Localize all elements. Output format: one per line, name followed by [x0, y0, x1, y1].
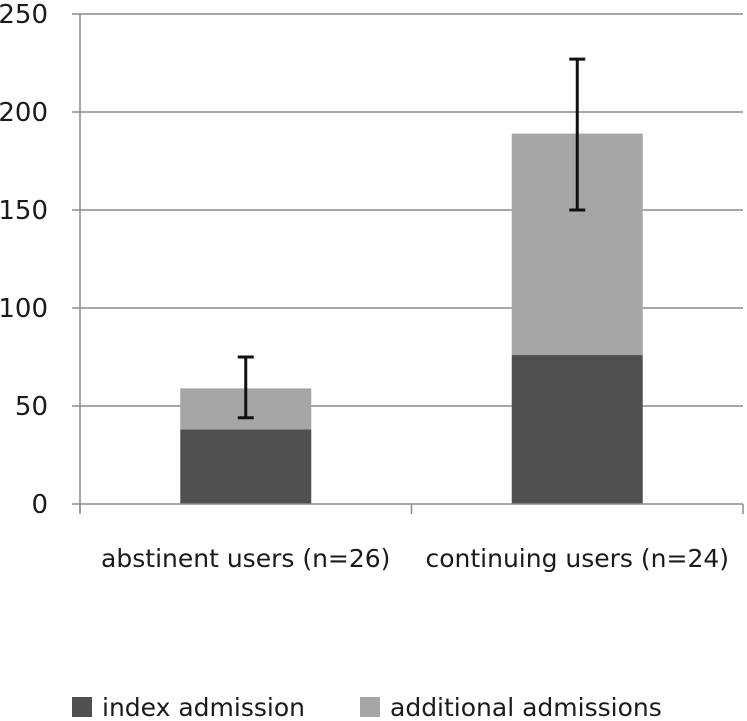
- gridlines: [80, 13, 743, 407]
- legend-swatch: [72, 697, 92, 717]
- x-category-label: continuing users (n=24): [425, 544, 729, 573]
- y-tick-label: 200: [0, 98, 48, 128]
- bars: [180, 57, 643, 504]
- legend-label: index admission: [102, 693, 305, 721]
- legend-label: additional admissions: [390, 693, 662, 721]
- y-tick-label: 250: [0, 0, 48, 30]
- axes: 0 50 100 150 200 250 abstinent users (n=26) con…: [0, 0, 744, 573]
- legend-swatch: [360, 697, 380, 717]
- legend: index admission additional admissions: [72, 693, 662, 721]
- x-category-label: abstinent users (n=26): [101, 544, 390, 573]
- y-tick-label: 50: [15, 392, 48, 422]
- bar-segment-index-admission: [511, 355, 643, 504]
- y-tick-label: 150: [0, 196, 48, 226]
- bar-segment-index-admission: [180, 429, 312, 504]
- y-tick-label: 0: [31, 490, 48, 520]
- y-tick-label: 100: [0, 294, 48, 324]
